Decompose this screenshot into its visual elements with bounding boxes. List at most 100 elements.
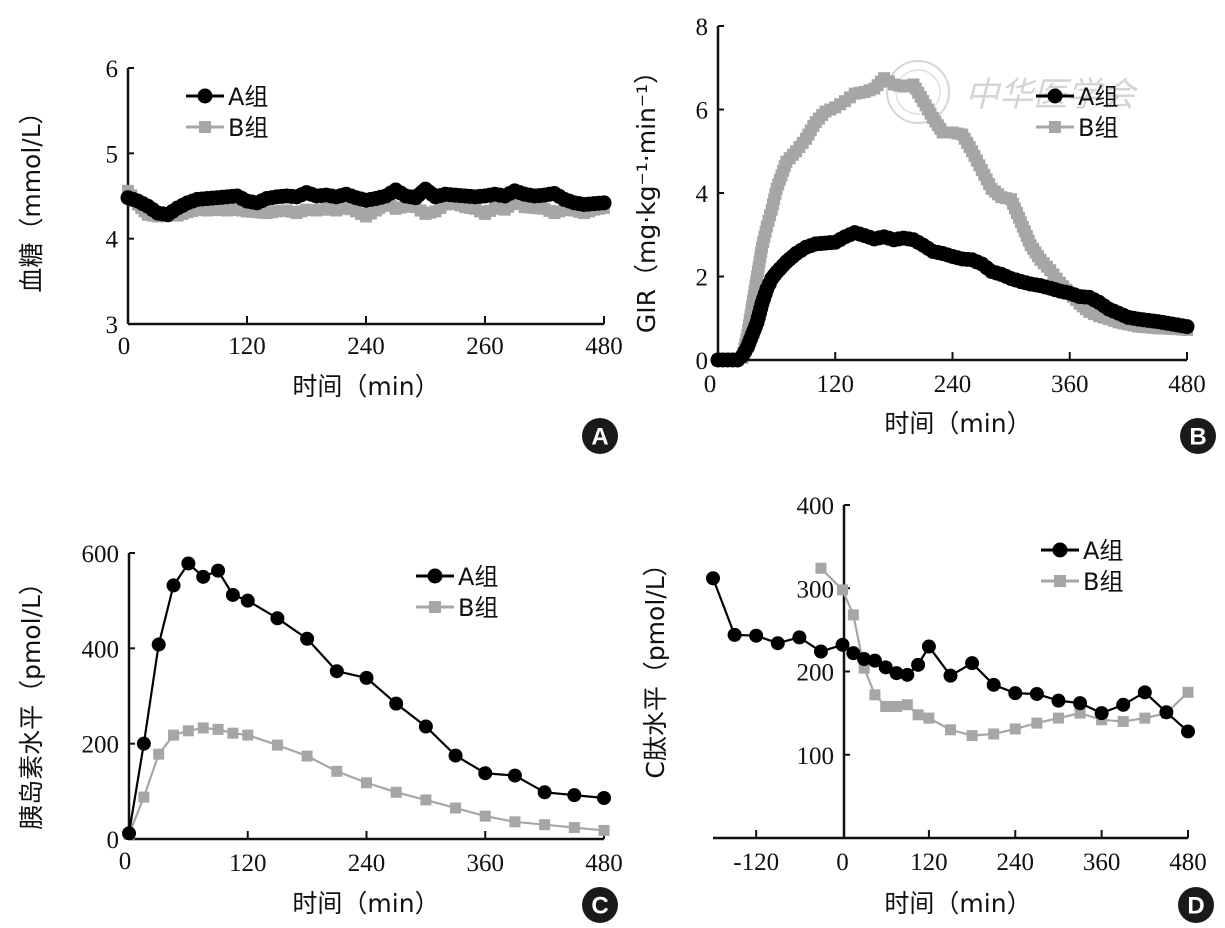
x-axis-label: 时间（min） (884, 409, 1031, 438)
data-point (225, 587, 240, 602)
data-point (270, 611, 285, 626)
data-point (301, 750, 313, 762)
legend-marker-a (1047, 88, 1063, 104)
series-line (127, 562, 605, 834)
x-axis-label: 时间（min） (884, 889, 1031, 918)
data-point (858, 662, 870, 674)
data-point (271, 739, 283, 751)
x-tick-label: -120 (733, 849, 779, 876)
data-point (945, 724, 956, 736)
legend-marker-a (427, 568, 443, 584)
data-point (1031, 717, 1043, 729)
data-point (813, 644, 828, 659)
x-tick-label: 240 (348, 850, 386, 877)
x-tick-label: 0 (704, 371, 717, 398)
data-point (1117, 715, 1129, 727)
x-tick-label: 0 (118, 333, 131, 360)
y-tick-label: 2 (696, 265, 709, 292)
data-point (1074, 707, 1086, 719)
x-tick-label: 240 (934, 371, 972, 398)
panel-c: 0 200 400 600 0 120 240 360 480 胰岛素水平（pmol/L） 时间（m… (17, 541, 623, 923)
legend-label-b: B组 (458, 594, 498, 622)
data-point (1009, 723, 1021, 735)
y-tick-label: 200 (82, 732, 120, 759)
data-point (889, 666, 904, 681)
y-tick-label: 400 (797, 493, 835, 520)
panel-badge-letter: D (1187, 893, 1204, 920)
x-tick-label: 480 (585, 333, 623, 360)
data-point (837, 584, 849, 596)
watermark-seal-inner (895, 69, 941, 115)
data-point (1029, 686, 1044, 701)
x-axis-label: 时间（min） (292, 372, 439, 401)
data-point (1181, 724, 1195, 739)
y-axis-label: 胰岛素水平（pmol/L） (17, 570, 46, 830)
data-point (211, 563, 226, 578)
data-point (988, 728, 1000, 740)
legend-label-a: A组 (1083, 537, 1123, 565)
data-point (197, 722, 209, 734)
data-point (597, 791, 611, 806)
data-point (136, 736, 151, 751)
x-tick-label: 480 (1169, 849, 1207, 876)
panel-a: 3 4 5 6 0 120 240 260 480 血糖（mmol/L） 时间（min） A组 B组 A (17, 56, 623, 454)
data-point (1094, 706, 1109, 721)
x-tick-label: 480 (585, 850, 623, 877)
legend-marker-b (429, 601, 441, 613)
legend: A组 B组 (186, 83, 268, 142)
legend-label-b: B组 (228, 114, 268, 142)
legend-marker-a (197, 88, 213, 104)
data-point (166, 578, 181, 593)
data-point (1159, 705, 1174, 720)
y-tick-label: 0 (107, 827, 120, 854)
data-point (450, 802, 462, 814)
data-point (891, 700, 903, 712)
data-point (448, 748, 463, 763)
data-point (867, 653, 882, 668)
panel-badge: A (582, 418, 618, 454)
series-line (711, 577, 1189, 733)
y-tick-label: 300 (797, 576, 835, 603)
data-point (727, 627, 742, 642)
x-tick-label: 240 (347, 333, 385, 360)
panel-badge-letter: B (1189, 424, 1206, 451)
y-tick-label: 6 (106, 56, 119, 83)
data-point (1008, 686, 1023, 701)
legend-label-b: B组 (1078, 114, 1118, 142)
data-point (196, 569, 211, 584)
y-axis-label: C肽水平（pmol/L） (641, 551, 670, 778)
x-tick-label: 480 (1168, 371, 1206, 398)
x-tick-label: 240 (997, 849, 1035, 876)
series-a (706, 571, 1195, 739)
panel-badge-circle (582, 418, 618, 454)
x-tick-label: 120 (817, 371, 855, 398)
panel-badge-letter: A (591, 424, 608, 451)
data-point (1179, 319, 1195, 335)
data-point (537, 785, 552, 800)
data-point (361, 777, 372, 789)
y-tick-label: 8 (696, 14, 709, 41)
data-point (900, 667, 915, 682)
data-point (240, 593, 255, 608)
data-point (869, 689, 881, 701)
legend: A组 B组 (1036, 83, 1118, 142)
legend-marker-b (1054, 575, 1066, 587)
data-point (901, 699, 913, 711)
series-a (122, 556, 611, 841)
data-point (181, 556, 196, 571)
panel-d: 100 200 300 400 -120 0 120 240 360 480 C肽水平（pmol/L… (641, 493, 1214, 923)
panel-badge: C (582, 887, 618, 923)
data-point (138, 791, 150, 803)
legend-marker-b (199, 121, 211, 133)
data-point (749, 628, 764, 643)
data-point (359, 670, 374, 685)
y-axis-label: GIR（mg·kg⁻¹·min⁻¹） (632, 59, 661, 333)
data-point (389, 696, 404, 711)
data-point (921, 639, 936, 654)
data-point (1052, 712, 1064, 724)
data-point (212, 723, 224, 735)
x-tick-label: 260 (466, 333, 504, 360)
data-point (598, 824, 610, 836)
y-tick-label: 400 (82, 636, 120, 663)
